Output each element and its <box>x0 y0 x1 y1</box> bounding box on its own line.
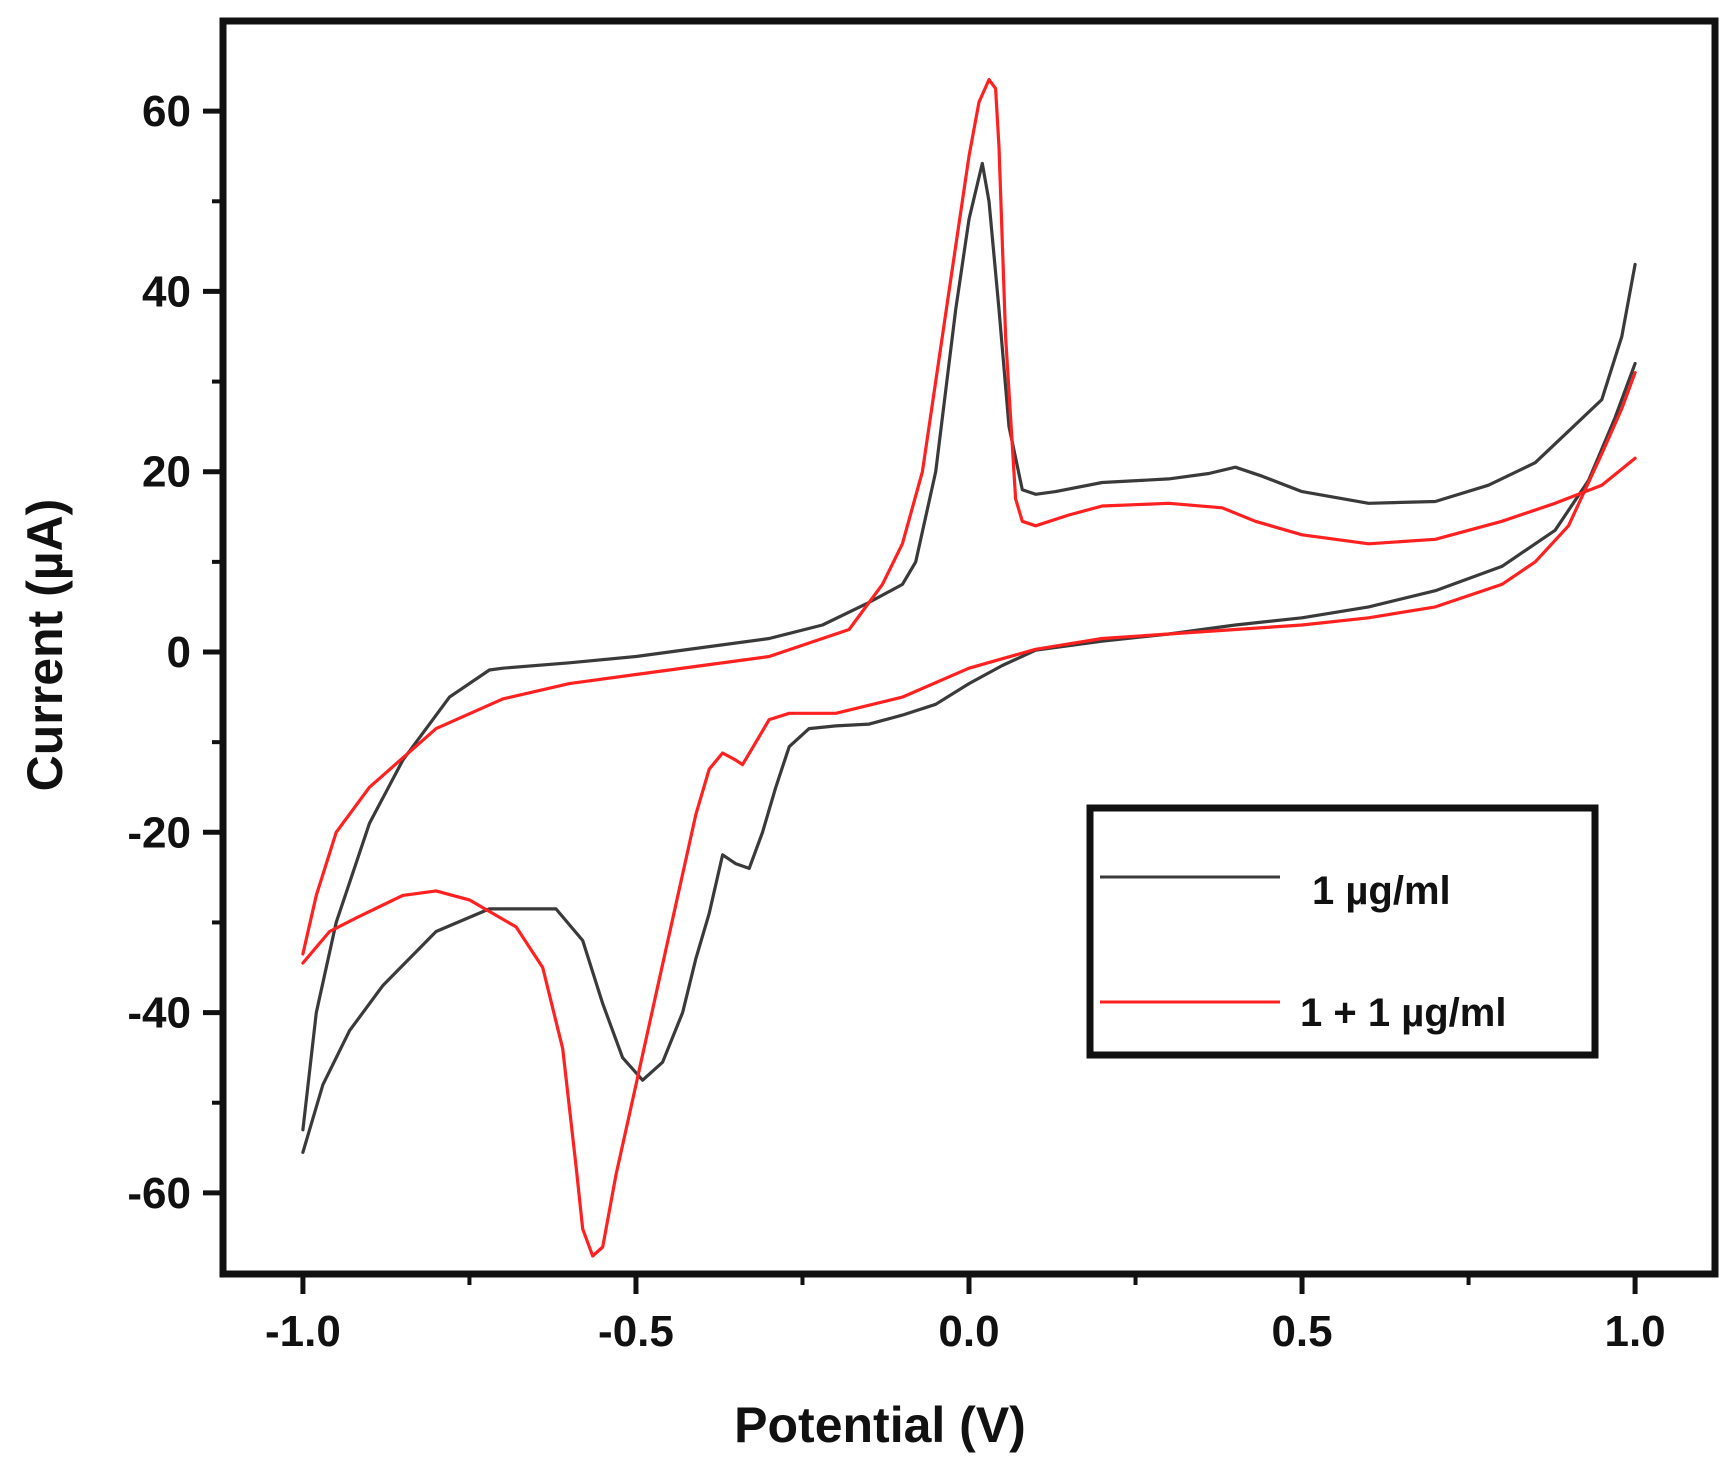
y-tick-label: 20 <box>142 448 191 497</box>
x-tick-label: 1.0 <box>1604 1307 1665 1356</box>
y-axis-title: Current (µA) <box>17 499 73 792</box>
y-tick-label: -20 <box>127 808 191 857</box>
series-line-3 <box>301 371 1637 1258</box>
series-line-2 <box>301 161 1637 1132</box>
y-tick-label: 40 <box>142 267 191 316</box>
x-tick-label: 0.0 <box>938 1307 999 1356</box>
legend-label-1-plus-1-ug-ml: 1 + 1 µg/ml <box>1300 991 1506 1035</box>
series-layer <box>301 78 1637 1258</box>
x-tick-label: -1.0 <box>265 1307 341 1356</box>
y-tick-label: 60 <box>142 87 191 136</box>
legend-label-1-ug-ml: 1 µg/ml <box>1312 869 1451 913</box>
y-tick-label: -40 <box>127 989 191 1038</box>
x-axis-ticks: -1.0 -0.5 0.0 0.5 1.0 <box>265 1274 1666 1356</box>
series-line-1 <box>301 361 1637 1154</box>
y-axis-ticks: -60 -40 -20 0 20 40 60 <box>127 87 223 1218</box>
y-tick-label: 0 <box>167 628 191 677</box>
x-tick-label: 0.5 <box>1271 1307 1332 1356</box>
series-line-4 <box>301 78 1637 956</box>
y-tick-label: -60 <box>127 1169 191 1218</box>
x-tick-label: -0.5 <box>598 1307 674 1356</box>
legend: 1 µg/ml 1 + 1 µg/ml <box>1086 804 1599 1059</box>
legend-box <box>1086 804 1599 1059</box>
x-axis-title: Potential (V) <box>734 1397 1026 1453</box>
